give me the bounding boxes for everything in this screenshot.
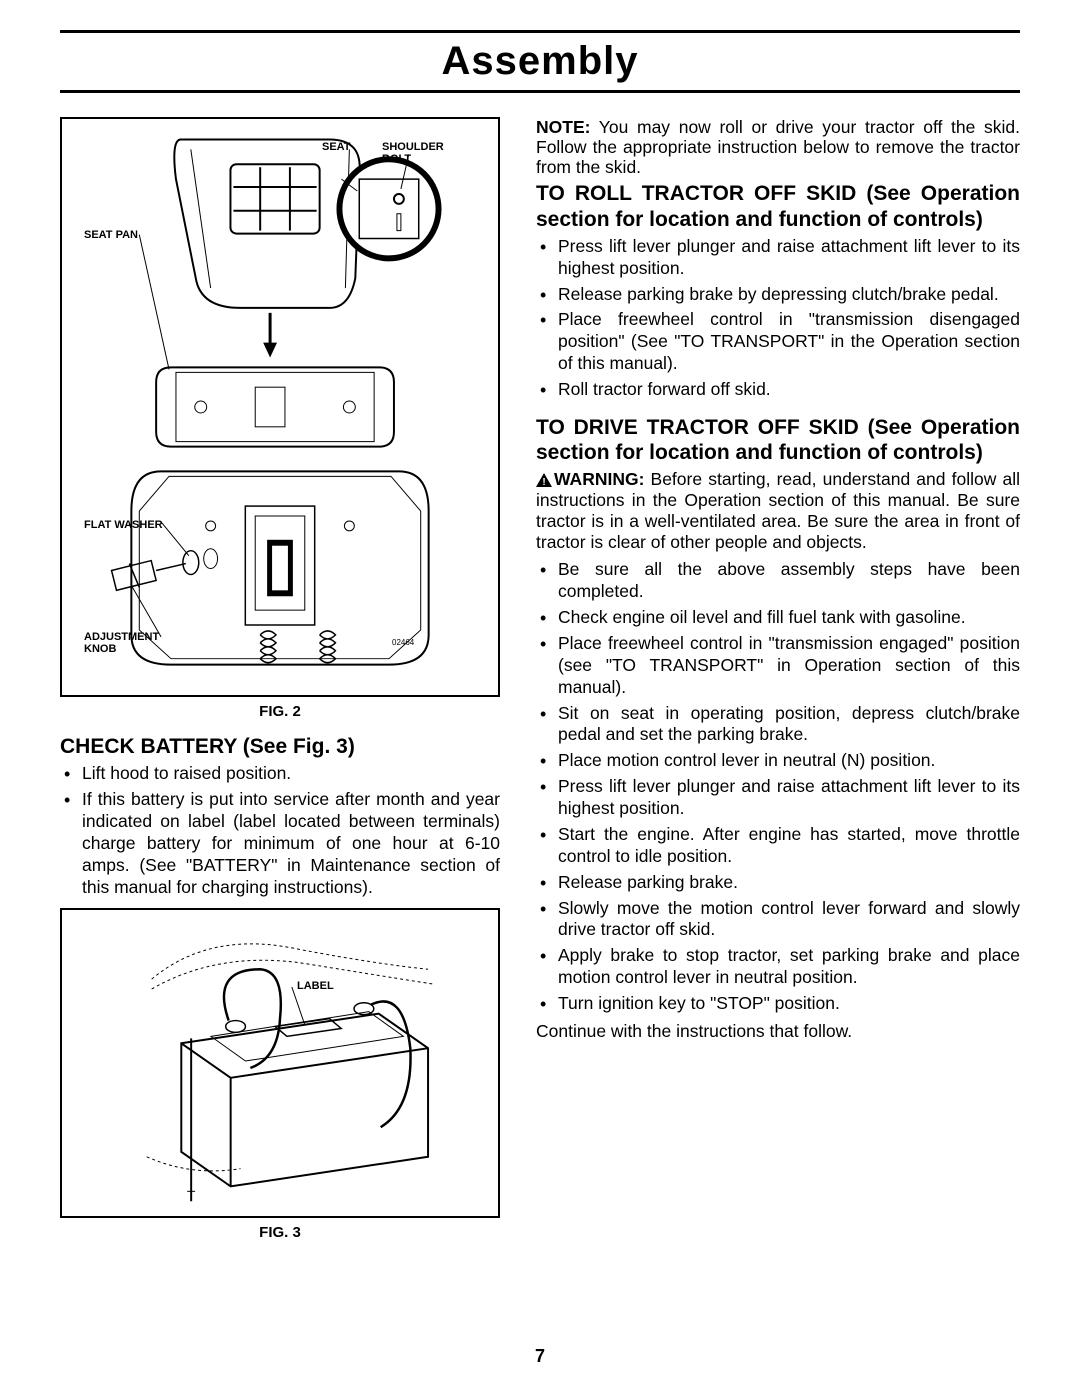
figure-2-diagram [62,119,498,695]
two-column-layout: SEAT SHOULDER BOLT SEAT PAN FLAT WASHER … [60,117,1020,1255]
list-item: Roll tractor forward off skid. [536,379,1020,401]
fig2-label-seat: SEAT [322,141,351,153]
list-item: Release parking brake. [536,872,1020,894]
figure-2-caption: FIG. 2 [60,703,500,720]
page-number: 7 [0,1346,1080,1367]
drive-heading: TO DRIVE TRACTOR OFF SKID (See Operation… [536,415,1020,465]
list-item: Apply brake to stop tractor, set parking… [536,945,1020,989]
bottom-rule [60,90,1020,93]
list-item: If this battery is put into service afte… [60,789,500,898]
list-item: Turn ignition key to "STOP" position. [536,993,1020,1015]
warning-icon: ! [536,473,552,487]
check-battery-heading: CHECK BATTERY (See Fig. 3) [60,734,500,759]
list-item: Lift hood to raised position. [60,763,500,785]
fig2-label-flat-washer: FLAT WASHER [84,519,163,531]
list-item: Slowly move the motion control lever for… [536,898,1020,942]
warning-label: WARNING: [554,469,644,489]
figure-2-box: SEAT SHOULDER BOLT SEAT PAN FLAT WASHER … [60,117,500,697]
list-item: Sit on seat in operating position, depre… [536,703,1020,747]
figure-3-diagram [62,910,498,1216]
note-text: You may now roll or drive your tractor o… [536,117,1020,177]
list-item: Be sure all the above assembly steps hav… [536,559,1020,603]
roll-heading: TO ROLL TRACTOR OFF SKID (See Operation … [536,181,1020,231]
list-item: Check engine oil level and fill fuel tan… [536,607,1020,629]
page-title: Assembly [60,39,1020,84]
list-item: Press lift lever plunger and raise attac… [536,236,1020,280]
svg-text:!: ! [542,477,545,487]
fig2-label-seat-pan: SEAT PAN [84,229,138,241]
fig2-partnum: 02464 [392,639,414,648]
list-item: Release parking brake by depressing clut… [536,284,1020,306]
page: Assembly SEAT SHOULDER BOLT SEAT PAN FLA… [0,0,1080,1295]
warning-paragraph: ! WARNING: Before starting, read, unders… [536,469,1020,553]
continue-text: Continue with the instructions that foll… [536,1021,1020,1043]
check-battery-list: Lift hood to raised position. If this ba… [60,763,500,898]
fig2-label-shoulder-bolt: SHOULDER BOLT [382,141,452,165]
list-item: Place motion control lever in neutral (N… [536,750,1020,772]
right-column: NOTE: You may now roll or drive your tra… [536,117,1020,1255]
drive-list: Be sure all the above assembly steps hav… [536,559,1020,1015]
list-item: Place freewheel control in "transmission… [536,309,1020,375]
fig3-label-label: LABEL [297,980,334,992]
figure-3-caption: FIG. 3 [60,1224,500,1241]
figure-3-box: LABEL [60,908,500,1218]
top-rule [60,30,1020,33]
left-column: SEAT SHOULDER BOLT SEAT PAN FLAT WASHER … [60,117,500,1255]
list-item: Start the engine. After engine has start… [536,824,1020,868]
note-label: NOTE: [536,117,590,137]
fig2-label-adjustment-knob: ADJUSTMENT KNOB [84,631,174,655]
list-item: Press lift lever plunger and raise attac… [536,776,1020,820]
roll-list: Press lift lever plunger and raise attac… [536,236,1020,401]
note-paragraph: NOTE: You may now roll or drive your tra… [536,117,1020,177]
list-item: Place freewheel control in "transmission… [536,633,1020,699]
